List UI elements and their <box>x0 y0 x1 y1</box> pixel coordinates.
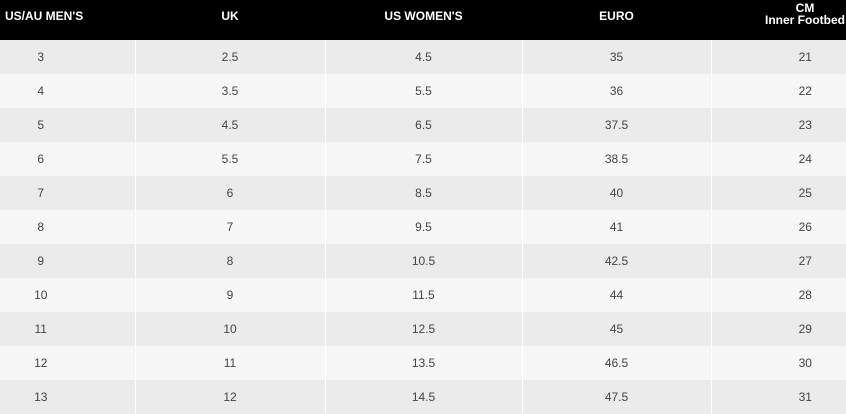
column-header: UK <box>135 0 325 40</box>
table-cell: 11 <box>0 312 135 346</box>
table-cell: 5.5 <box>324 74 522 108</box>
table-row: 7 6 8.5 40 25 <box>0 176 846 210</box>
table-cell: 3.5 <box>134 74 325 108</box>
table-row: 8 7 9.5 41 26 <box>0 210 846 244</box>
header-row: US/AU MEN'S UK US WOMEN'S EURO CM Inner Footb… <box>0 0 846 40</box>
table-cell: 5.5 <box>134 142 325 176</box>
table-cell: 7 <box>134 210 325 244</box>
table-row: 10 9 11.5 44 28 <box>0 278 846 312</box>
table-cell: 5 <box>0 108 135 142</box>
column-header: CM Inner Footbed <box>711 0 846 40</box>
table-row: 13 12 14.5 47.5 31 <box>0 380 846 414</box>
table-row: 11 10 12.5 45 29 <box>0 312 846 346</box>
table-cell: 12 <box>0 346 135 380</box>
table-cell: 2.5 <box>134 40 325 74</box>
header-line: CM <box>795 1 815 15</box>
header-line: Inner Footbed <box>765 13 845 27</box>
table-cell: 6.5 <box>324 108 522 142</box>
table-cell: 10 <box>134 312 325 346</box>
table-cell: 41 <box>521 210 711 244</box>
table-body: 3 2.5 4.5 35 21 4 3.5 5.5 36 22 5 4.5 6.5 37.5 23 6 5.5 7… <box>0 40 846 414</box>
table-cell: 14.5 <box>324 380 522 414</box>
table-row: 4 3.5 5.5 36 22 <box>0 74 846 108</box>
table-cell: 9.5 <box>324 210 522 244</box>
table-row: 12 11 13.5 46.5 30 <box>0 346 846 380</box>
table-cell: 10.5 <box>324 244 522 278</box>
table-cell: 6 <box>134 176 325 210</box>
table-cell: 27 <box>710 244 846 278</box>
table-cell: 12.5 <box>324 312 522 346</box>
table-cell: 25 <box>710 176 846 210</box>
table-cell: 8.5 <box>324 176 522 210</box>
table-cell: 37.5 <box>521 108 711 142</box>
table-cell: 30 <box>710 346 846 380</box>
table-cell: 40 <box>521 176 711 210</box>
table-cell: 36 <box>521 74 711 108</box>
table-cell: 42.5 <box>521 244 711 278</box>
table-cell: 29 <box>710 312 846 346</box>
table-cell: 3 <box>0 40 135 74</box>
table-cell: 11.5 <box>324 278 522 312</box>
table-cell: 9 <box>0 244 135 278</box>
column-header: US WOMEN'S <box>325 0 522 40</box>
table-cell: 21 <box>710 40 846 74</box>
table-cell: 13.5 <box>324 346 522 380</box>
table-cell: 9 <box>134 278 325 312</box>
table-cell: 13 <box>0 380 135 414</box>
table-cell: 38.5 <box>521 142 711 176</box>
table-cell: 6 <box>0 142 135 176</box>
table-cell: 4.5 <box>324 40 522 74</box>
table-cell: 24 <box>710 142 846 176</box>
table-row: 5 4.5 6.5 37.5 23 <box>0 108 846 142</box>
table-cell: 11 <box>134 346 325 380</box>
table-row: 9 8 10.5 42.5 27 <box>0 244 846 278</box>
table-cell: 28 <box>710 278 846 312</box>
table-row: 6 5.5 7.5 38.5 24 <box>0 142 846 176</box>
table-cell: 8 <box>134 244 325 278</box>
table-cell: 47.5 <box>521 380 711 414</box>
table-cell: 44 <box>521 278 711 312</box>
table-cell: 7.5 <box>324 142 522 176</box>
table-cell: 4.5 <box>134 108 325 142</box>
column-header: EURO <box>522 0 711 40</box>
table-cell: 7 <box>0 176 135 210</box>
table-cell: 23 <box>710 108 846 142</box>
table-row: 3 2.5 4.5 35 21 <box>0 40 846 74</box>
column-header: US/AU MEN'S <box>0 0 135 40</box>
table-cell: 35 <box>521 40 711 74</box>
table-cell: 4 <box>0 74 135 108</box>
table-cell: 12 <box>134 380 325 414</box>
table-cell: 8 <box>0 210 135 244</box>
table-cell: 46.5 <box>521 346 711 380</box>
table-cell: 10 <box>0 278 135 312</box>
table-cell: 22 <box>710 74 846 108</box>
table-cell: 26 <box>710 210 846 244</box>
table-cell: 31 <box>710 380 846 414</box>
table-cell: 45 <box>521 312 711 346</box>
